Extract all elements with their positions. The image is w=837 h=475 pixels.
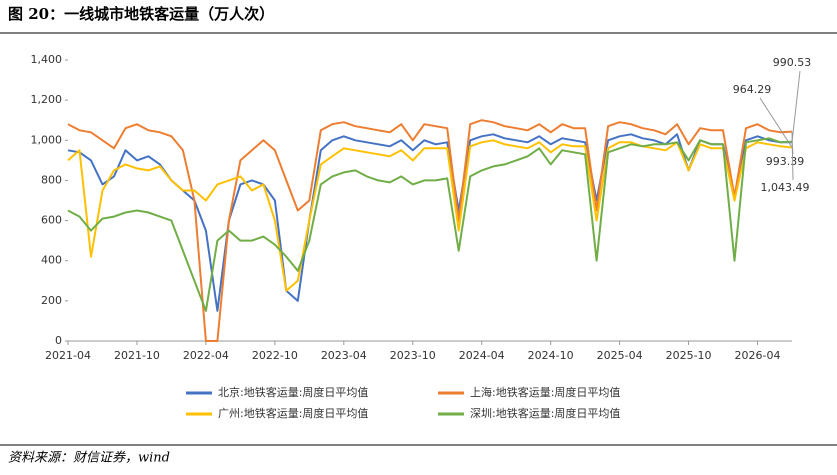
annotation-leader (759, 97, 793, 148)
x-tick-label: 2022-10 (252, 349, 298, 362)
y-tick-label: 200 (41, 294, 62, 307)
y-tick-label: 1,400 (31, 53, 63, 66)
x-tick-label: 2023-04 (321, 349, 367, 362)
x-tick-label: 2022-04 (183, 349, 229, 362)
x-tick-label: 2025-04 (597, 349, 643, 362)
series-line (67, 119, 793, 342)
series-line (67, 133, 793, 312)
x-tick-label: 2024-04 (459, 349, 505, 362)
y-tick-label: 1,000 (31, 133, 63, 146)
legend-label: 深圳:地铁客运量:周度日平均值 (470, 406, 620, 420)
chart-title: 图 20：一线城市地铁客运量（万人次） (8, 5, 274, 23)
y-tick-label: 600 (41, 214, 62, 227)
series-line (67, 139, 793, 292)
x-tick-label: 2023-10 (390, 349, 436, 362)
y-tick-label: 800 (41, 173, 62, 186)
y-tick-label: 400 (41, 254, 62, 267)
annotation-leader (791, 131, 794, 181)
x-tick-label: 2021-04 (45, 349, 91, 362)
legend-label: 广州:地铁客运量:周度日平均值 (218, 406, 368, 420)
legend-label: 北京:地铁客运量:周度日平均值 (218, 385, 368, 399)
annotation-label: 993.39 (766, 155, 805, 168)
annotation-label: 990.53 (773, 56, 812, 69)
annotation-leader (791, 70, 801, 143)
series-line (67, 137, 793, 312)
legend-label: 上海:地铁客运量:周度日平均值 (470, 385, 620, 399)
x-tick-label: 2021-10 (114, 349, 160, 362)
annotation-label: 964.29 (733, 83, 772, 96)
x-tick-label: 2026-04 (735, 349, 781, 362)
annotation-label: 1,043.49 (761, 181, 810, 194)
source: 资料来源：财信证券，wind (8, 451, 170, 466)
x-tick-label: 2024-10 (528, 349, 574, 362)
y-tick-label: 0 (55, 334, 62, 347)
y-tick-label: 1,200 (31, 93, 63, 106)
x-tick-label: 2025-10 (666, 349, 712, 362)
